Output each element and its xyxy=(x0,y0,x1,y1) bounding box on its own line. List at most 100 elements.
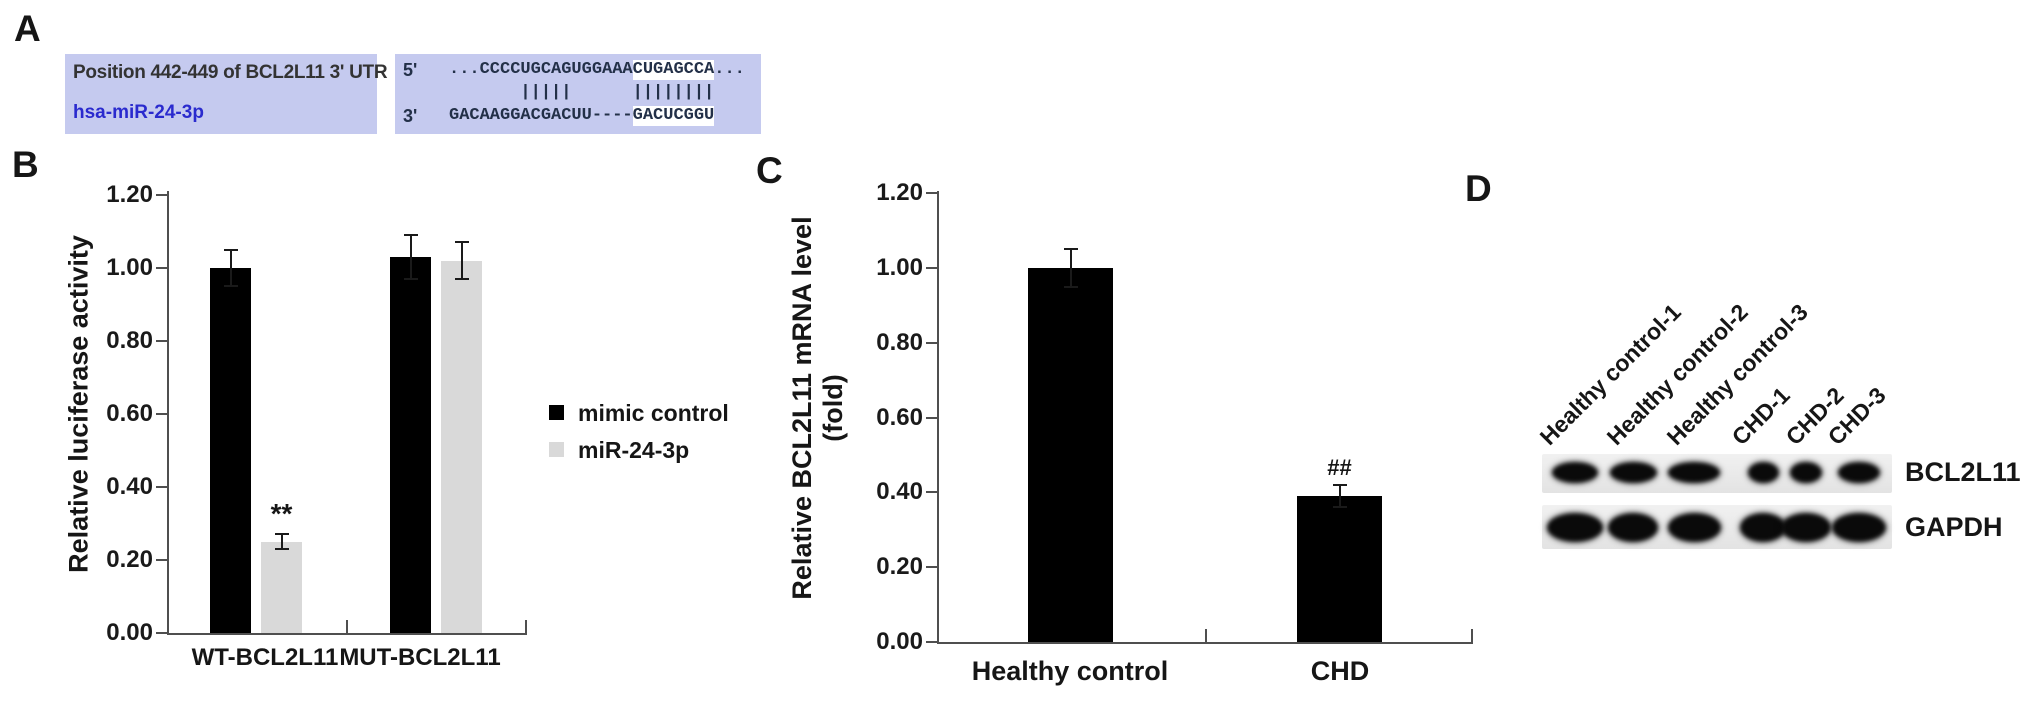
y-tick xyxy=(156,267,167,269)
error-cap-top xyxy=(1063,248,1078,251)
y-tick-label: 1.00 xyxy=(876,254,923,281)
blot-band xyxy=(1790,461,1822,483)
mirna-seed-highlight: GACUCGGU xyxy=(632,106,715,126)
axis-tick xyxy=(1205,629,1207,642)
blot-band xyxy=(1609,461,1657,483)
blot-band xyxy=(1547,512,1603,542)
y-tick xyxy=(926,416,937,419)
error-cap-top xyxy=(1332,483,1347,486)
mirna-name-label: hsa-miR-24-3p xyxy=(73,102,204,123)
category-label: WT-BCL2L11 xyxy=(191,644,339,671)
utr-seq-suffix: ... xyxy=(714,60,745,79)
category-label: Healthy control xyxy=(971,656,1169,686)
error-cap-top xyxy=(403,234,418,237)
blot-band xyxy=(1838,461,1880,483)
bar xyxy=(1028,268,1113,642)
five-prime-mark: 5' xyxy=(403,60,418,80)
legend-swatch xyxy=(549,405,564,420)
y-tick-label: 0.20 xyxy=(876,553,923,581)
bar xyxy=(441,261,482,633)
blot-band xyxy=(1781,512,1831,542)
error-bar xyxy=(1338,484,1341,508)
bar xyxy=(210,268,251,633)
target-site-info-box: Position 442-449 of BCL2L11 3' UTR hsa-m… xyxy=(65,54,388,134)
y-axis xyxy=(937,191,939,644)
error-cap-bottom xyxy=(223,285,238,288)
y-axis xyxy=(167,191,169,635)
axis-tick xyxy=(525,620,527,633)
legend-label: miR-24-3p xyxy=(578,437,690,463)
blot-band xyxy=(1667,512,1721,542)
panel-d-label: D xyxy=(1465,168,1492,209)
y-tick-label: 1.00 xyxy=(106,254,153,281)
y-tick xyxy=(156,486,167,488)
y-tick xyxy=(156,194,167,196)
bar xyxy=(1297,496,1382,642)
mirna-sequence-row: 3' GACAAGGACGACUU---- GACUCGGU xyxy=(403,106,761,126)
bar xyxy=(390,257,431,633)
category-label: MUT-BCL2L11 xyxy=(339,644,501,671)
blot-band xyxy=(1552,461,1598,483)
y-tick xyxy=(926,267,937,269)
y-tick-label: 0.00 xyxy=(876,628,923,655)
blot-band xyxy=(1668,461,1720,483)
axis-tick xyxy=(1471,629,1473,642)
y-tick xyxy=(926,491,937,494)
y-tick xyxy=(926,641,937,643)
error-bar xyxy=(280,534,283,550)
utr-sequence-row: 5' ...CCCCUGCAGUGGAAA CUGAGCCA... xyxy=(403,60,761,80)
y-tick-label: 0.00 xyxy=(106,619,153,646)
y-tick xyxy=(156,413,167,415)
significance-annotation: ## xyxy=(1327,454,1352,480)
x-axis xyxy=(937,642,1473,644)
error-cap-bottom xyxy=(274,548,289,551)
y-tick xyxy=(926,566,937,569)
y-tick-label: 0.40 xyxy=(876,478,923,506)
y-tick-label: 1.20 xyxy=(106,181,153,208)
error-cap-top xyxy=(223,248,238,251)
error-bar xyxy=(409,235,412,279)
y-tick-label: 0.80 xyxy=(876,328,923,356)
error-cap-bottom xyxy=(454,277,469,280)
error-bar xyxy=(229,249,232,287)
blot-row-label: GAPDH xyxy=(1905,512,2003,542)
utr-seed-highlight: CUGAGCCA xyxy=(632,60,715,80)
legend-swatch xyxy=(549,442,564,457)
panel-a-label: A xyxy=(14,8,41,49)
three-prime-mark: 3' xyxy=(403,106,418,126)
y-tick xyxy=(926,341,937,344)
y-tick xyxy=(156,559,167,561)
error-bar xyxy=(1069,249,1072,287)
y-tick-label: 0.80 xyxy=(106,327,153,354)
significance-annotation: ** xyxy=(270,498,293,530)
category-label: CHD xyxy=(1310,656,1370,686)
utr-position-label: Position 442-449 of BCL2L11 3' UTR xyxy=(73,62,388,83)
blot-band xyxy=(1832,512,1886,542)
sequence-alignment-box: 5' ...CCCCUGCAGUGGAAA CUGAGCCA... ||||| ||… xyxy=(395,54,761,134)
blot-band xyxy=(1740,512,1786,542)
blot-band xyxy=(1608,512,1658,542)
y-tick xyxy=(156,340,167,342)
blot-band xyxy=(1747,461,1779,483)
y-tick-label: 0.60 xyxy=(876,403,923,431)
base-pairing-row: ||||| |||||||| xyxy=(403,83,761,103)
error-cap-bottom xyxy=(1332,506,1347,509)
bar xyxy=(261,542,302,633)
error-cap-bottom xyxy=(1063,285,1078,288)
panel-c-label: C xyxy=(756,150,783,191)
utr-seq-prefix: ...CCCCUGCAGUGGAAA xyxy=(449,60,633,79)
y-tick-label: 0.20 xyxy=(106,546,153,573)
error-cap-top xyxy=(274,533,289,536)
pairing-bars: ||||| |||||||| xyxy=(449,83,715,102)
y-tick xyxy=(926,192,937,195)
panel-b-label: B xyxy=(12,144,39,185)
pairing-spacer xyxy=(403,83,449,103)
axis-tick xyxy=(346,620,348,633)
y-tick xyxy=(156,632,167,634)
y-tick-label: 0.60 xyxy=(106,400,153,427)
error-cap-top xyxy=(454,241,469,244)
y-tick-label: 0.40 xyxy=(106,473,153,500)
error-cap-bottom xyxy=(403,277,418,280)
mirna-seq-prefix: GACAAGGACGACUU---- xyxy=(449,106,633,125)
